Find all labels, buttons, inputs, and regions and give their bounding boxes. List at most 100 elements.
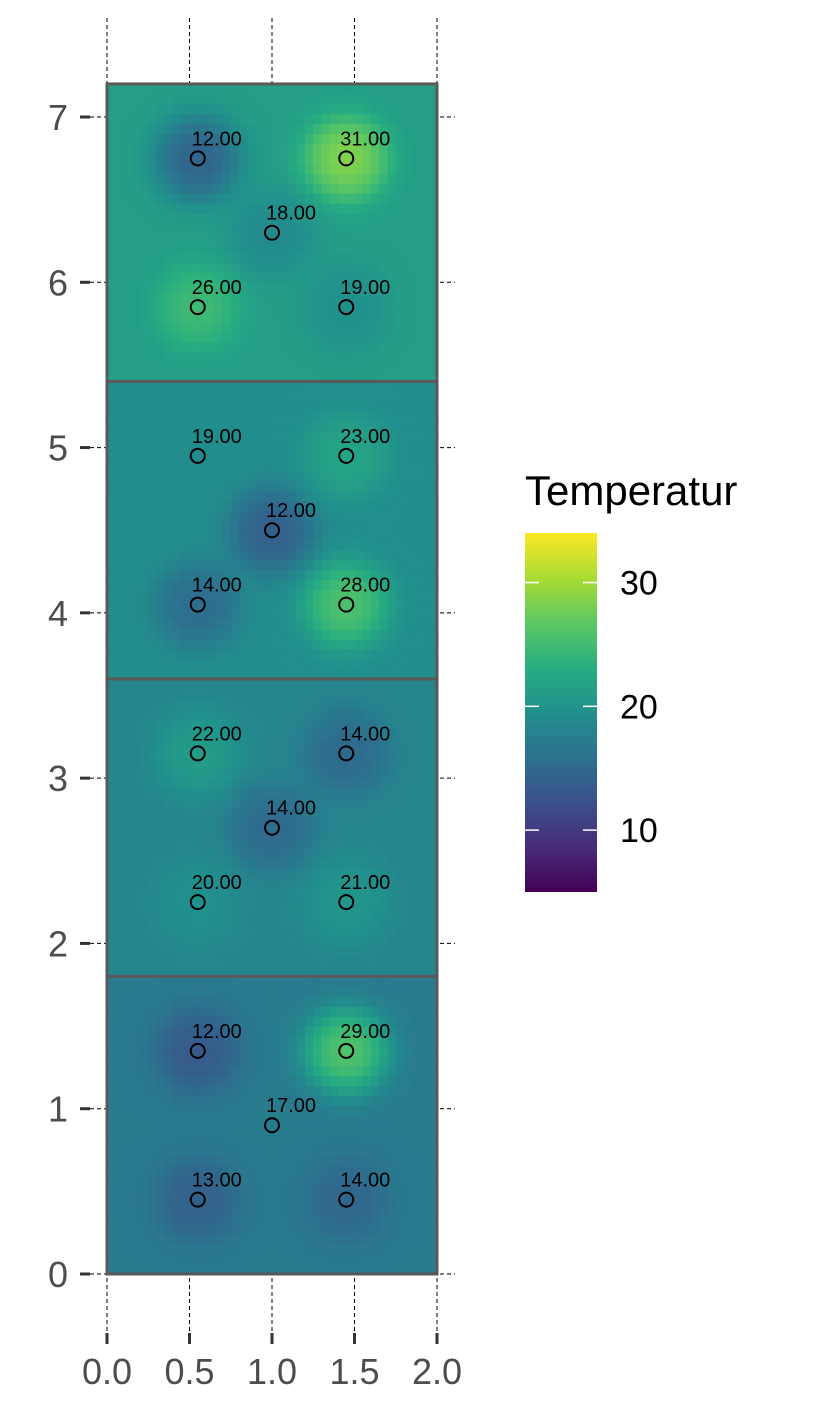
heat-cell (305, 421, 314, 432)
heat-cell (247, 312, 257, 323)
heat-cell (222, 173, 232, 184)
heat-cell (338, 421, 347, 432)
heat-cell (164, 619, 174, 630)
heat-cell (181, 540, 191, 551)
heat-cell (148, 619, 158, 630)
heat-cell (206, 678, 215, 690)
heat-cell (420, 321, 430, 333)
heat-cell (115, 202, 125, 214)
heat-cell (321, 768, 331, 779)
heat-cell (156, 569, 166, 581)
heat-cell (140, 381, 149, 392)
heat-cell (148, 272, 158, 283)
heat-cell (305, 1234, 314, 1245)
heat-cell (280, 669, 290, 680)
heat-cell (362, 1184, 372, 1196)
heat-cell (239, 401, 248, 412)
heat-cell (371, 1214, 380, 1226)
heat-cell (362, 460, 372, 472)
heat-cell (156, 173, 166, 184)
heat-cell (371, 678, 380, 690)
heat-cell (247, 1115, 257, 1126)
heat-cell (272, 480, 281, 492)
heat-cell (379, 431, 389, 442)
heat-cell (395, 480, 405, 492)
heat-cell (371, 698, 380, 710)
heat-cell (329, 956, 339, 968)
heat-cell (255, 629, 265, 640)
heat-cell (362, 966, 372, 978)
heat-cell (206, 113, 215, 125)
heat-cell (181, 1006, 191, 1017)
heat-cell (428, 579, 438, 591)
heat-cell (329, 659, 339, 670)
heat-cell (313, 1154, 323, 1166)
heat-cell (305, 391, 314, 402)
heat-cell (346, 1045, 356, 1057)
heat-cell (189, 530, 199, 541)
heat-cell (346, 926, 356, 938)
heat-cell (214, 1135, 224, 1146)
heat-cell (329, 936, 339, 948)
heat-cell (222, 421, 232, 432)
heat-cell (412, 1145, 422, 1156)
heat-cell (280, 1254, 290, 1265)
heat-cell (420, 103, 430, 115)
heat-cell (371, 708, 380, 720)
heat-cell (206, 807, 215, 819)
heat-cell (148, 212, 158, 224)
heat-cell (173, 153, 182, 164)
heat-cell (354, 530, 364, 541)
heat-cell (371, 619, 380, 630)
heat-cell (296, 956, 306, 968)
heat-cell (420, 1135, 430, 1146)
heat-cell (115, 778, 125, 789)
heat-cell (230, 440, 240, 452)
heat-cell (313, 292, 323, 303)
heat-cell (305, 292, 314, 303)
heat-cell (412, 817, 422, 829)
point-value-label: 22.00 (192, 723, 242, 745)
heat-cell (412, 470, 422, 482)
heat-cell (131, 1125, 141, 1136)
heat-cell (156, 688, 166, 700)
heat-cell (313, 569, 323, 581)
heat-cell (329, 421, 339, 432)
heat-cell (346, 599, 356, 611)
heat-cell (280, 1184, 290, 1196)
heat-cell (338, 728, 347, 740)
heat-cell (346, 361, 356, 373)
heat-cell (387, 1125, 397, 1136)
panel-borders (105, 82, 439, 1276)
heat-cell (428, 123, 438, 135)
heat-cell (404, 440, 413, 452)
heat-cell (197, 768, 207, 779)
heat-cell (371, 996, 380, 1007)
heat-cell (272, 183, 281, 194)
heat-cell (140, 807, 149, 819)
heat-cell (247, 381, 257, 392)
point-value-label: 29.00 (340, 1021, 390, 1043)
heat-cell (395, 1045, 405, 1057)
heat-cell (140, 688, 149, 700)
heat-cell (420, 728, 430, 740)
heat-cell (420, 589, 430, 601)
heat-cell (420, 143, 430, 154)
heat-cell (288, 1006, 298, 1017)
heat-cell (115, 966, 125, 978)
heat-cell (379, 1204, 389, 1216)
heat-cell (329, 530, 339, 541)
heat-cell (173, 500, 182, 511)
heat-cell (387, 1184, 397, 1196)
heat-cell (305, 351, 314, 363)
heat-cell (131, 718, 141, 730)
heat-cell (371, 222, 380, 234)
heat-cell (115, 1035, 125, 1047)
heat-cell (387, 639, 397, 650)
heat-cell (404, 470, 413, 482)
heat-cell (395, 609, 405, 621)
heat-cell (428, 331, 438, 343)
heat-cell (148, 1125, 158, 1136)
heat-cell (123, 530, 133, 541)
heat-cell (346, 1085, 356, 1097)
